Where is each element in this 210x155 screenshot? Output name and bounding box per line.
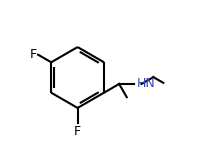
Text: F: F xyxy=(30,48,37,61)
Text: HN: HN xyxy=(137,78,155,91)
Text: F: F xyxy=(74,125,81,138)
